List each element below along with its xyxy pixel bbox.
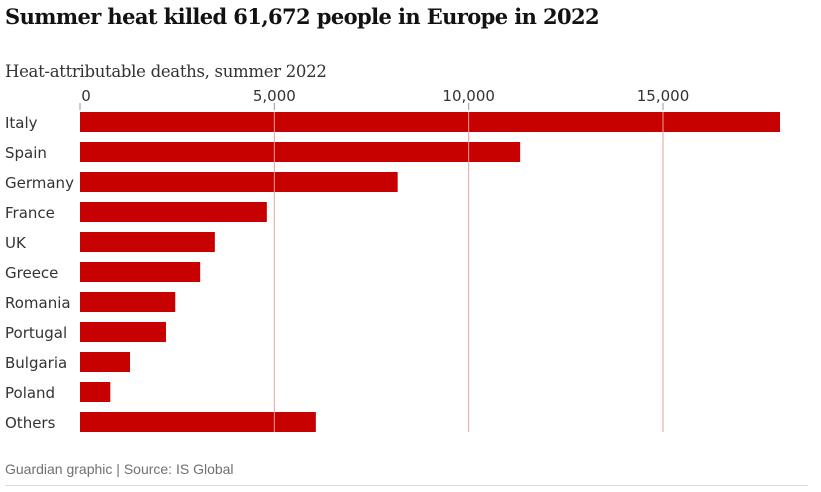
category-label: Others (5, 414, 56, 432)
bar-poland (80, 382, 111, 402)
category-label: Greece (5, 264, 58, 282)
x-tick-label: 0 (81, 87, 91, 105)
bars (80, 112, 780, 432)
x-tick-label: 15,000 (637, 87, 690, 105)
bar-romania (80, 292, 176, 312)
bar-greece (80, 262, 201, 282)
category-label: Germany (5, 174, 74, 192)
category-label: Poland (5, 384, 55, 402)
category-label: Spain (5, 144, 47, 162)
bar-others (80, 412, 316, 432)
bar-germany (80, 172, 398, 192)
source-note: Guardian graphic | Source: IS Global (5, 461, 234, 477)
bar-uk (80, 232, 215, 252)
x-tick-label: 10,000 (442, 87, 495, 105)
footer-divider (5, 485, 808, 486)
bar-france (80, 202, 267, 222)
category-label: Portugal (5, 324, 67, 342)
bar-italy (80, 112, 780, 132)
chart-subtitle: Heat-attributable deaths, summer 2022 (5, 62, 327, 81)
x-axis: 0 5,000 10,000 15,000 (79, 87, 690, 110)
category-label: Bulgaria (5, 354, 67, 372)
category-label: Romania (5, 294, 71, 312)
bar-bulgaria (80, 352, 131, 372)
bar-spain (80, 142, 521, 162)
category-labels: Italy Spain Germany France UK Greece Romania Po… (5, 114, 74, 432)
gridlines (273, 112, 664, 432)
bar-portugal (80, 322, 166, 342)
category-label: UK (5, 234, 27, 252)
x-tick-label: 5,000 (253, 87, 296, 105)
category-label: France (5, 204, 55, 222)
category-label: Italy (5, 114, 38, 132)
chart-title: Summer heat killed 61,672 people in Euro… (5, 4, 600, 29)
